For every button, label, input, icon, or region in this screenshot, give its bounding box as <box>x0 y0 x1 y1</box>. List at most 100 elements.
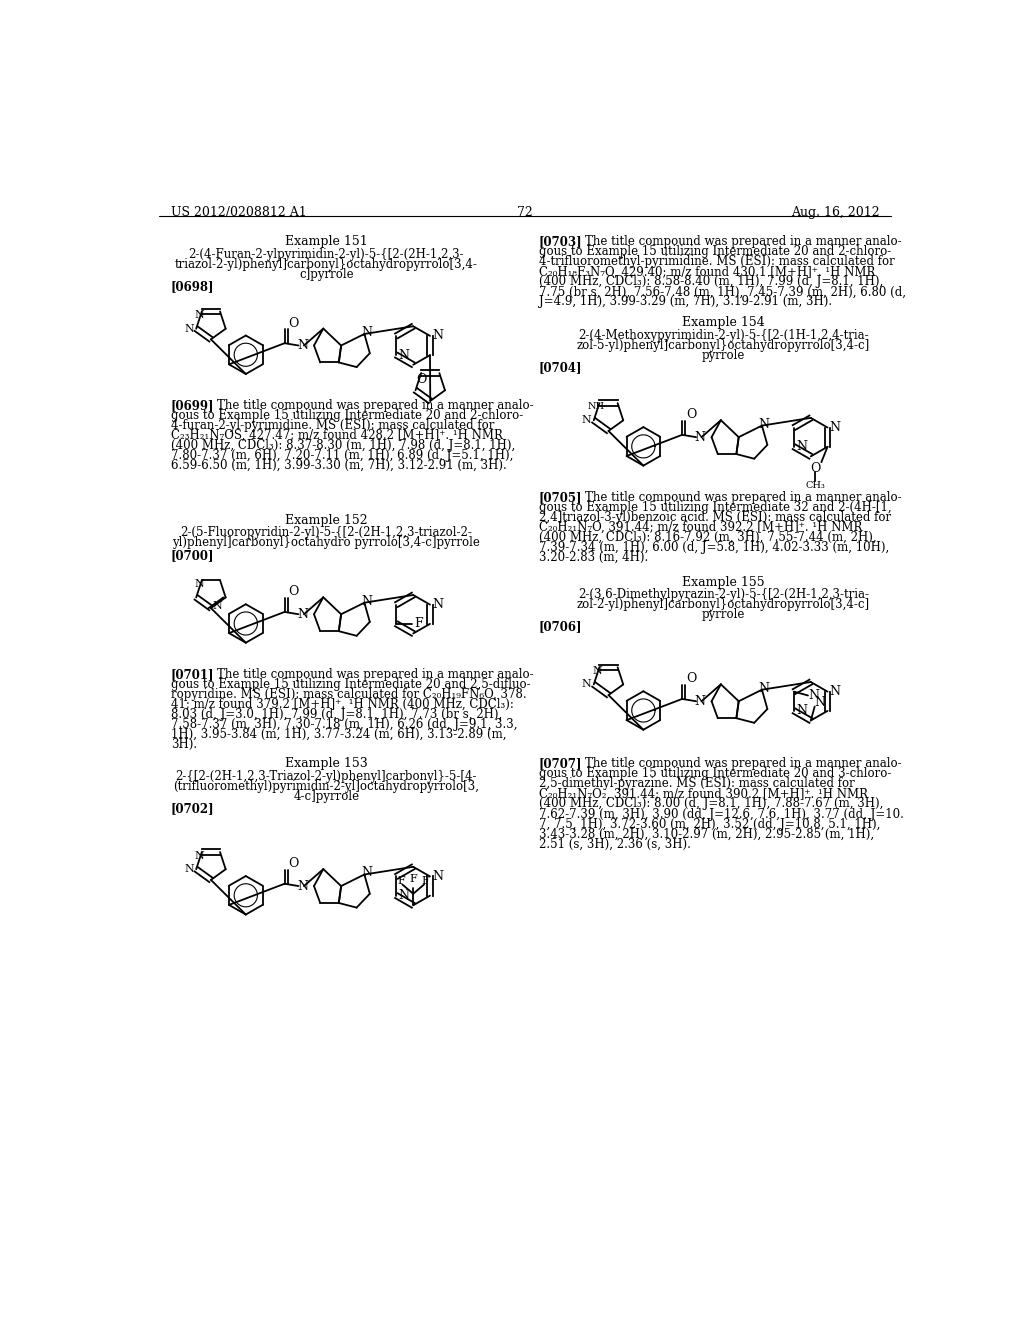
Text: N: N <box>297 879 308 892</box>
Text: gous to Example 15 utilizing Intermediate 20 and 3-chloro-: gous to Example 15 utilizing Intermediat… <box>539 767 891 780</box>
Text: N: N <box>432 870 443 883</box>
Text: N: N <box>361 326 372 339</box>
Text: [0704]: [0704] <box>539 360 583 374</box>
Text: 2-(4-Methoxypyrimidin-2-yl)-5-{[2-(1H-1,2,4-tria-: 2-(4-Methoxypyrimidin-2-yl)-5-{[2-(1H-1,… <box>578 329 868 342</box>
Text: 4-trifluoromethyl-pyrimidine. MS (ESI): mass calculated for: 4-trifluoromethyl-pyrimidine. MS (ESI): … <box>539 256 895 268</box>
Text: 7, 7.5, 1H), 3.72-3.60 (m, 2H), 3.52 (dd, J=10.8, 5.1, 1H),: 7, 7.5, 1H), 3.72-3.60 (m, 2H), 3.52 (dd… <box>539 817 880 830</box>
Text: N: N <box>797 441 807 453</box>
Text: N: N <box>398 890 410 902</box>
Text: 72: 72 <box>517 206 532 219</box>
Text: The title compound was prepared in a manner analo-: The title compound was prepared in a man… <box>586 758 902 771</box>
Text: ropyridine. MS (ESI): mass calculated for C₂₀H₁₉FN₆O, 378.: ropyridine. MS (ESI): mass calculated fo… <box>171 688 526 701</box>
Text: Example 154: Example 154 <box>682 317 765 329</box>
Text: US 2012/0208812 A1: US 2012/0208812 A1 <box>171 206 306 219</box>
Text: N: N <box>582 680 592 689</box>
Text: Example 153: Example 153 <box>285 758 368 771</box>
Text: Example 155: Example 155 <box>682 576 765 589</box>
Text: [0705]: [0705] <box>539 491 583 504</box>
Text: 2-(4-Furan-2-ylpyrimidin-2-yl)-5-{[2-(2H-1,2,3-: 2-(4-Furan-2-ylpyrimidin-2-yl)-5-{[2-(2H… <box>188 248 464 261</box>
Text: 1H), 3.95-3.84 (m, 1H), 3.77-3.24 (m, 6H), 3.13-2.89 (m,: 1H), 3.95-3.84 (m, 1H), 3.77-3.24 (m, 6H… <box>171 729 506 742</box>
Text: N: N <box>195 579 205 589</box>
Text: (400 MHz, CDCl₃): 8.16-7.92 (m, 3H), 7.55-7.44 (m, 2H),: (400 MHz, CDCl₃): 8.16-7.92 (m, 3H), 7.5… <box>539 531 877 544</box>
Text: 7.39-7.34 (m, 1H), 6.00 (d, J=5.8, 1H), 4.02-3.33 (m, 10H),: 7.39-7.34 (m, 1H), 6.00 (d, J=5.8, 1H), … <box>539 541 889 554</box>
Text: N: N <box>195 310 205 321</box>
Text: (400 MHz, CDCl₃): 8.58-8.40 (m, 1H), 7.99 (d, J=8.1, 1H),: (400 MHz, CDCl₃): 8.58-8.40 (m, 1H), 7.9… <box>539 276 883 289</box>
Text: J=4.9, 1H), 3.99-3.29 (m, 7H), 3.19-2.91 (m, 3H).: J=4.9, 1H), 3.99-3.29 (m, 7H), 3.19-2.91… <box>539 296 831 309</box>
Text: O: O <box>289 585 299 598</box>
Text: Aug. 16, 2012: Aug. 16, 2012 <box>792 206 880 219</box>
Text: NH: NH <box>588 403 605 412</box>
Text: N: N <box>694 694 706 708</box>
Text: N: N <box>361 866 372 879</box>
Text: pyrrole: pyrrole <box>701 609 744 622</box>
Text: 4-furan-2-yl-pyrimidine. MS (ESI): mass calculated for: 4-furan-2-yl-pyrimidine. MS (ESI): mass … <box>171 418 494 432</box>
Text: 2,5-dimethyl-pyrazine. MS (ESI): mass calculated for: 2,5-dimethyl-pyrazine. MS (ESI): mass ca… <box>539 777 854 791</box>
Text: F: F <box>397 875 404 886</box>
Text: The title compound was prepared in a manner analo-: The title compound was prepared in a man… <box>586 235 902 248</box>
Text: N: N <box>592 667 602 676</box>
Text: 2-{[2-(2H-1,2,3-Triazol-2-yl)phenyl]carbonyl}-5-[4-: 2-{[2-(2H-1,2,3-Triazol-2-yl)phenyl]carb… <box>176 770 477 783</box>
Text: [0699]: [0699] <box>171 399 214 412</box>
Text: N: N <box>829 685 841 698</box>
Text: N: N <box>432 598 443 611</box>
Text: F: F <box>414 618 423 631</box>
Text: (400 MHz, CDCl₃): 8.37-8.30 (m, 1H), 7.98 (d, J=8.1, 1H),: (400 MHz, CDCl₃): 8.37-8.30 (m, 1H), 7.9… <box>171 438 515 451</box>
Text: yl)phenyl]carbonyl}octahydro pyrrolo[3,4-c]pyrrole: yl)phenyl]carbonyl}octahydro pyrrolo[3,4… <box>172 536 480 549</box>
Text: 3.43-3.28 (m, 2H), 3.10-2.97 (m, 2H), 2.95-2.85 (m, 1H),: 3.43-3.28 (m, 2H), 3.10-2.97 (m, 2H), 2.… <box>539 828 873 841</box>
Text: 2-(3,6-Dimethylpyrazin-2-yl)-5-{[2-(2H-1,2,3-tria-: 2-(3,6-Dimethylpyrazin-2-yl)-5-{[2-(2H-1… <box>578 589 868 601</box>
Text: [0707]: [0707] <box>539 758 583 771</box>
Text: O: O <box>289 317 299 330</box>
Text: N: N <box>432 330 443 342</box>
Text: 3.20-2.83 (m, 4H).: 3.20-2.83 (m, 4H). <box>539 552 648 564</box>
Text: zol-5-yl)phenyl]carbonyl}octahydropyrrolo[3,4-c]: zol-5-yl)phenyl]carbonyl}octahydropyrrol… <box>577 339 869 351</box>
Text: 7.58-7.37 (m, 3H), 7.30-7.18 (m, 1H), 6.26 (dd, J=9.1, 3.3,: 7.58-7.37 (m, 3H), 7.30-7.18 (m, 1H), 6.… <box>171 718 517 731</box>
Text: gous to Example 15 utilizing Intermediate 32 and 2-(4H-[1,: gous to Example 15 utilizing Intermediat… <box>539 502 891 513</box>
Text: Example 151: Example 151 <box>285 235 368 248</box>
Text: The title compound was prepared in a manner analo-: The title compound was prepared in a man… <box>217 399 534 412</box>
Text: N: N <box>195 851 205 861</box>
Text: N: N <box>814 696 825 709</box>
Text: N: N <box>809 689 819 702</box>
Text: 7.62-7.39 (m, 3H), 3.90 (dd, J=12.6, 7.6, 1H), 3.77 (dd, J=10.: 7.62-7.39 (m, 3H), 3.90 (dd, J=12.6, 7.6… <box>539 808 903 821</box>
Text: zol-2-yl)phenyl]carbonyl}octahydropyrrolo[3,4-c]: zol-2-yl)phenyl]carbonyl}octahydropyrrol… <box>577 598 869 611</box>
Text: 7.75 (br s, 2H), 7.56-7.48 (m, 1H), 7.45-7.39 (m, 2H), 6.80 (d,: 7.75 (br s, 2H), 7.56-7.48 (m, 1H), 7.45… <box>539 285 906 298</box>
Text: C₂₀H₂₁N₇O, 391.44; m/z found 392.2 [M+H]⁺. ¹H NMR: C₂₀H₂₁N₇O, 391.44; m/z found 392.2 [M+H]… <box>539 521 862 535</box>
Text: triazol-2-yl)phenyl]carbonyl}octahydropyrrolo[3,4-: triazol-2-yl)phenyl]carbonyl}octahydropy… <box>175 257 478 271</box>
Text: The title compound was prepared in a manner analo-: The title compound was prepared in a man… <box>217 668 534 681</box>
Text: O: O <box>686 672 696 685</box>
Text: [0703]: [0703] <box>539 235 583 248</box>
Text: O: O <box>289 857 299 870</box>
Text: [0702]: [0702] <box>171 803 214 816</box>
Text: gous to Example 15 utilizing Intermediate 20 and 2,5-difluo-: gous to Example 15 utilizing Intermediat… <box>171 678 530 692</box>
Text: [0700]: [0700] <box>171 549 214 562</box>
Text: The title compound was prepared in a manner analo-: The title compound was prepared in a man… <box>586 491 902 504</box>
Text: 2.51 (s, 3H), 2.36 (s, 3H).: 2.51 (s, 3H), 2.36 (s, 3H). <box>539 838 690 850</box>
Text: [0706]: [0706] <box>539 620 583 634</box>
Text: O: O <box>416 372 426 385</box>
Text: gous to Example 15 utilizing Intermediate 20 and 2-chloro-: gous to Example 15 utilizing Intermediat… <box>171 409 523 421</box>
Text: C₂₀H₁₈F₃N₇O, 429.40; m/z found 430.1 [M+H]⁺. ¹H NMR: C₂₀H₁₈F₃N₇O, 429.40; m/z found 430.1 [M+… <box>539 265 876 279</box>
Text: CH₃: CH₃ <box>805 480 825 490</box>
Text: N: N <box>297 607 308 620</box>
Text: [0701]: [0701] <box>171 668 214 681</box>
Text: 8.03 (d, J=3.0, 1H), 7.99 (d, J=8.1, 1H), 7.73 (br s, 2H),: 8.03 (d, J=3.0, 1H), 7.99 (d, J=8.1, 1H)… <box>171 708 502 721</box>
Text: gous to Example 15 utilizing Intermediate 20 and 2-chloro-: gous to Example 15 utilizing Intermediat… <box>539 246 891 259</box>
Text: N: N <box>398 348 410 362</box>
Text: N: N <box>184 323 195 334</box>
Text: N: N <box>212 601 222 611</box>
Text: (trifluoromethyl)pyrimidin-2-yl]octahydropyrrolo[3,: (trifluoromethyl)pyrimidin-2-yl]octahydr… <box>173 780 479 793</box>
Text: N: N <box>582 416 592 425</box>
Text: 7.80-7.37 (m, 6H), 7.20-7.11 (m, 1H), 6.89 (d, J=5.1, 1H),: 7.80-7.37 (m, 6H), 7.20-7.11 (m, 1H), 6.… <box>171 449 513 462</box>
Text: N: N <box>759 681 770 694</box>
Text: O: O <box>686 408 696 421</box>
Text: N: N <box>797 705 807 717</box>
Text: c]pyrrole: c]pyrrole <box>299 268 353 281</box>
Text: pyrrole: pyrrole <box>701 348 744 362</box>
Text: N: N <box>297 339 308 352</box>
Text: O: O <box>810 462 820 475</box>
Text: 3H).: 3H). <box>171 738 197 751</box>
Text: Example 152: Example 152 <box>285 515 368 527</box>
Text: N: N <box>184 865 195 874</box>
Text: C₂₃H₂₁N₇OS, 427.47; m/z found 428.2 [M+H]⁺. ¹H NMR: C₂₃H₂₁N₇OS, 427.47; m/z found 428.2 [M+H… <box>171 429 503 442</box>
Text: N: N <box>361 594 372 607</box>
